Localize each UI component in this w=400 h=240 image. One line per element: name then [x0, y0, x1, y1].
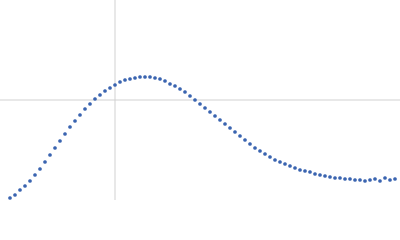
point	[273, 158, 277, 162]
point	[228, 126, 232, 130]
point	[268, 155, 272, 159]
point	[328, 175, 332, 179]
point	[133, 76, 137, 80]
point	[308, 170, 312, 174]
point	[253, 146, 257, 150]
point	[303, 169, 307, 173]
point	[8, 196, 12, 200]
point	[33, 173, 37, 177]
point	[278, 160, 282, 164]
point	[43, 160, 47, 164]
point	[348, 177, 352, 181]
point	[178, 87, 182, 91]
page: {"chart_data": {"type": "scatter", "colo…	[0, 0, 400, 200]
point	[93, 97, 97, 101]
point	[233, 130, 237, 134]
point	[163, 79, 167, 83]
point	[183, 90, 187, 94]
point	[63, 132, 67, 136]
point	[373, 177, 377, 181]
point	[263, 152, 267, 156]
point	[23, 184, 27, 188]
point	[28, 179, 32, 183]
point	[78, 113, 82, 117]
point	[198, 102, 202, 106]
point	[363, 179, 367, 183]
point	[223, 122, 227, 126]
point	[393, 177, 397, 181]
point	[68, 125, 72, 129]
point	[213, 114, 217, 118]
point	[58, 139, 62, 143]
point	[13, 193, 17, 197]
point	[98, 93, 102, 97]
point	[203, 106, 207, 110]
point	[343, 177, 347, 181]
point	[188, 94, 192, 98]
point	[283, 162, 287, 166]
point	[123, 78, 127, 82]
point	[118, 80, 122, 84]
point	[158, 77, 162, 81]
point	[113, 83, 117, 87]
chart	[0, 0, 400, 200]
point	[48, 153, 52, 157]
point	[88, 102, 92, 106]
point	[318, 173, 322, 177]
point	[378, 179, 382, 183]
point	[83, 107, 87, 111]
point	[193, 98, 197, 102]
point	[108, 86, 112, 90]
point	[168, 82, 172, 86]
point	[153, 76, 157, 80]
point	[218, 118, 222, 122]
point	[248, 142, 252, 146]
point	[353, 178, 357, 182]
point	[313, 172, 317, 176]
point	[18, 188, 22, 192]
point	[173, 84, 177, 88]
point	[368, 178, 372, 182]
point	[138, 75, 142, 79]
point	[73, 119, 77, 123]
point	[338, 176, 342, 180]
point	[298, 168, 302, 172]
point	[243, 138, 247, 142]
point	[358, 178, 362, 182]
point	[288, 164, 292, 168]
point	[128, 77, 132, 81]
point	[258, 149, 262, 153]
point	[53, 146, 57, 150]
point	[208, 110, 212, 114]
point	[238, 134, 242, 138]
point	[323, 174, 327, 178]
point	[38, 167, 42, 171]
point	[143, 75, 147, 79]
point	[103, 89, 107, 93]
point	[388, 178, 392, 182]
point	[293, 166, 297, 170]
point	[148, 75, 152, 79]
point	[333, 176, 337, 180]
point	[383, 176, 387, 180]
